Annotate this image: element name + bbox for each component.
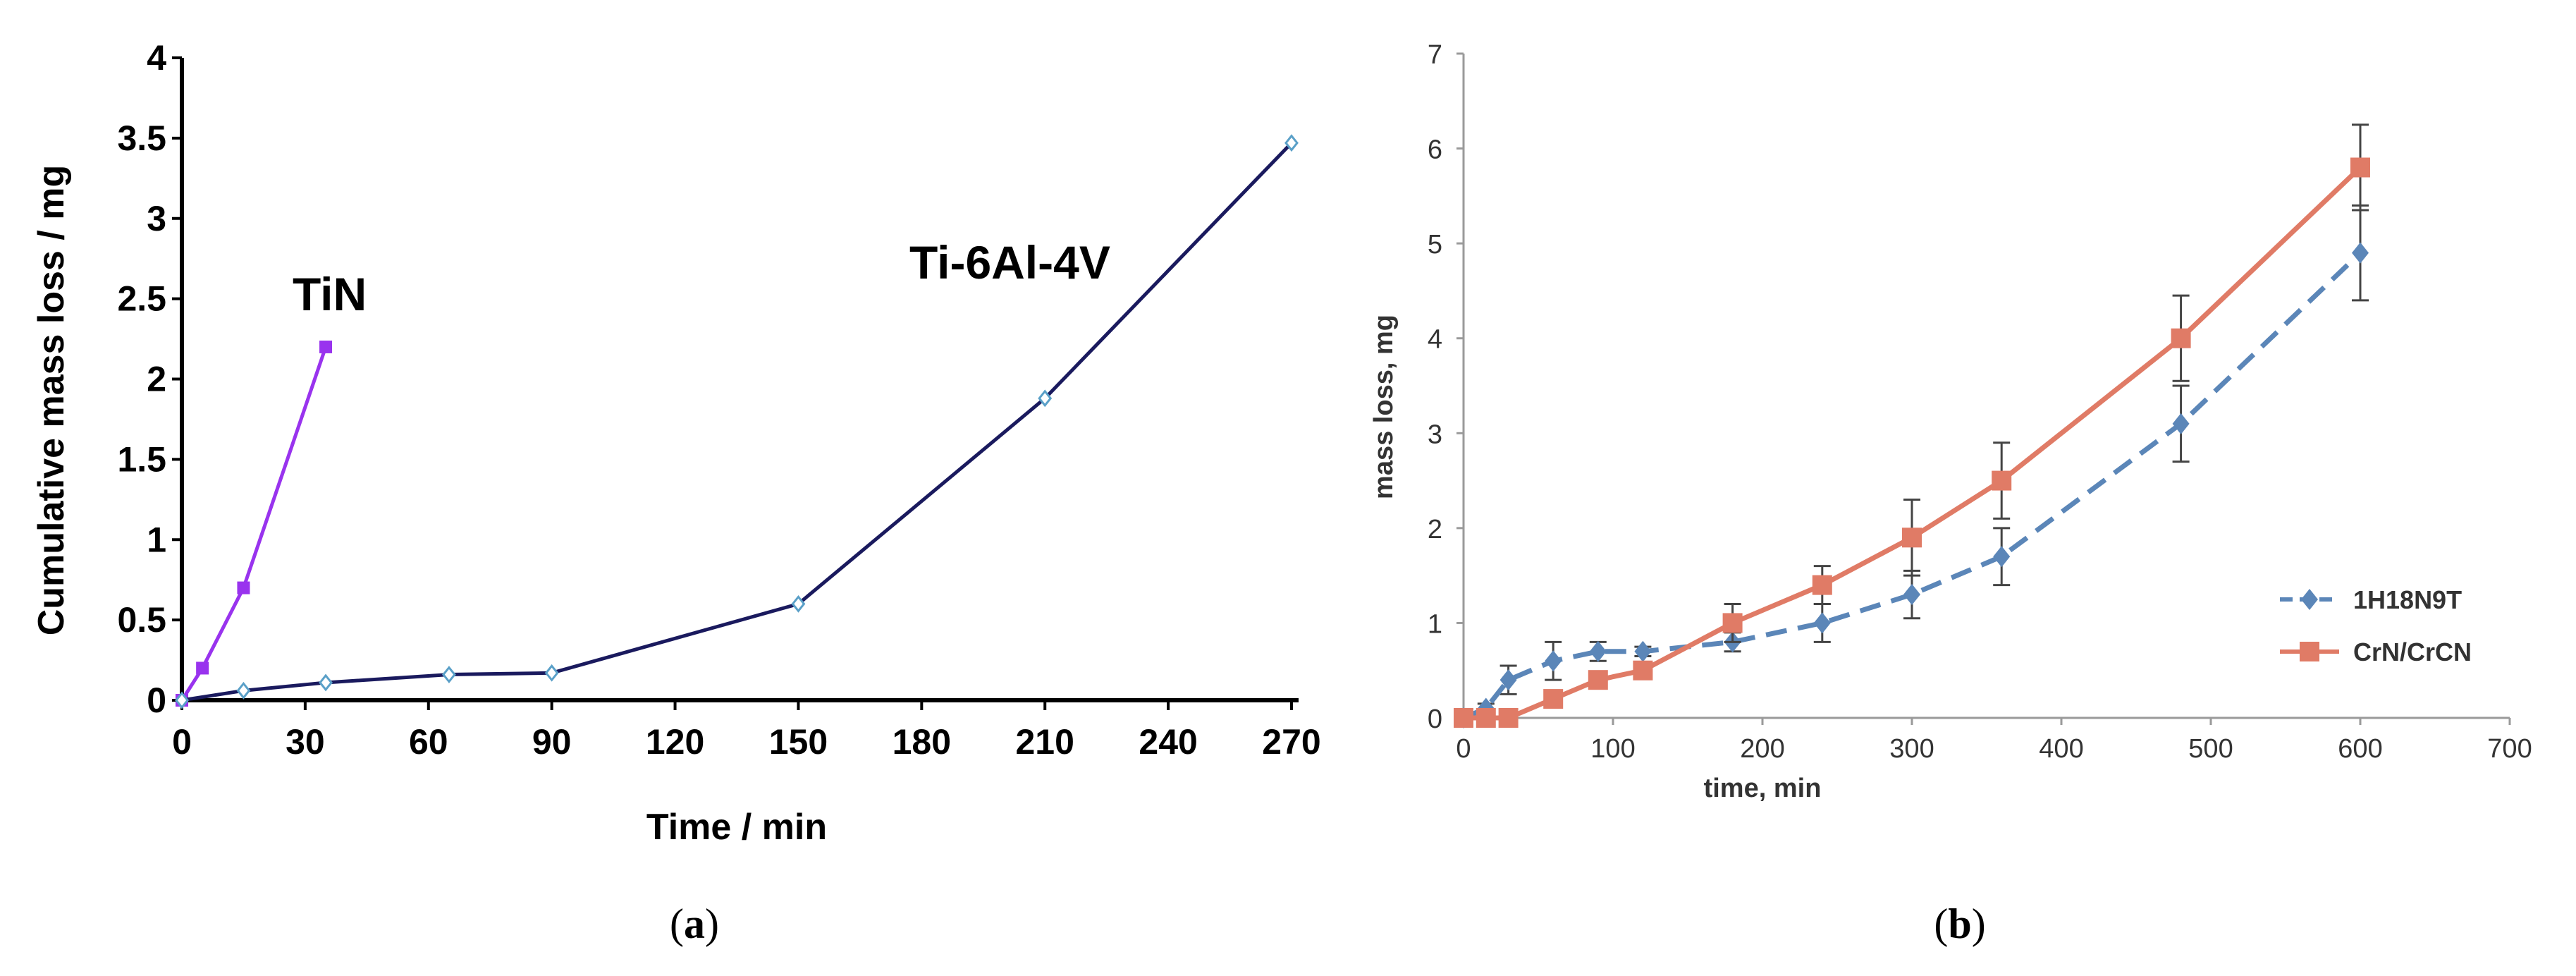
panel-caption-b: (b) (1934, 901, 1985, 947)
data-point-1h18n9t (1993, 546, 2011, 568)
legend-label-1h18n9t: 1H18N9T (2353, 585, 2462, 614)
y-tick-label-b: 7 (1428, 40, 1442, 70)
data-point-crn-crcn (2350, 157, 2370, 178)
x-tick-label-b: 600 (2338, 734, 2382, 764)
x-tick-label-b: 0 (1456, 734, 1471, 764)
data-point-crn-crcn (1454, 708, 1473, 728)
y-tick-label-a: 1.5 (117, 439, 166, 479)
data-point-ti-6al-4v (236, 681, 251, 700)
data-point-1h18n9t (1813, 612, 1831, 634)
data-point-1h18n9t (1545, 650, 1562, 672)
y-tick-label-a: 3 (147, 199, 166, 238)
panel-caption-a: (a) (670, 901, 719, 947)
x-tick-label-b: 700 (2487, 734, 2532, 764)
data-point-ti-6al-4v (319, 673, 333, 692)
series-line-ti-6al-4v (181, 141, 1293, 702)
data-point-1h18n9t (1903, 584, 1920, 606)
caption-paren-close: ) (705, 901, 719, 947)
caption-paren-close: ) (1972, 901, 1986, 947)
x-tick-label-b: 200 (1740, 734, 1784, 764)
data-point-crn-crcn (1476, 708, 1496, 728)
data-point-crn-crcn (1812, 575, 1832, 595)
legend-marker-crn-crcn (2300, 642, 2319, 661)
series-line-tin (180, 346, 328, 702)
data-point-ti-6al-4v (1284, 134, 1299, 152)
x-tick-label-a: 90 (532, 722, 572, 762)
data-point-1h18n9t (1499, 669, 1517, 691)
y-tick-label-a: 2.5 (117, 279, 166, 319)
series-crn-crcn (1454, 123, 2370, 728)
x-axis-title-b: time, min (1704, 774, 1822, 803)
data-point-ti-6al-4v (175, 691, 189, 709)
data-point-crn-crcn (1633, 660, 1653, 681)
data-point-crn-crcn (1902, 527, 1922, 548)
data-point-1h18n9t (1589, 640, 1607, 662)
data-point-crn-crcn (2171, 328, 2191, 348)
series-ti-6al-4v (175, 134, 1299, 709)
x-tick-label-a: 270 (1262, 722, 1320, 762)
caption-paren-open: ( (670, 901, 684, 947)
y-tick-label-a: 0 (147, 681, 166, 720)
y-tick-label-b: 1 (1428, 609, 1442, 639)
data-point-crn-crcn (1543, 689, 1564, 709)
y-tick-label-b: 3 (1428, 420, 1442, 449)
x-tick-label-a: 210 (1016, 722, 1074, 762)
y-tick-label-a: 1 (147, 520, 166, 559)
caption-label-b: b (1948, 901, 1971, 947)
data-point-ti-6al-4v (791, 594, 806, 613)
chart-panel-b: 0 1 2 3 4 5 6 7 0 100 200 300 400 500 600 700 time, min m… (1369, 40, 2532, 803)
captions: (a) (b) (670, 901, 1986, 947)
legend-label-crn-crcn: CrN/CrCN (2353, 638, 2472, 666)
x-tick-label-b: 500 (2188, 734, 2233, 764)
caption-label-a: a (684, 901, 705, 947)
data-point-1h18n9t (1634, 640, 1652, 662)
data-point-tin (319, 340, 333, 353)
x-tick-label-b: 400 (2039, 734, 2083, 764)
y-tick-label-a: 4 (147, 38, 166, 78)
data-point-crn-crcn (1992, 470, 2012, 491)
y-tick-label-a: 3.5 (117, 118, 166, 158)
y-axis-title-b: mass loss, mg (1369, 315, 1399, 499)
y-tick-label-a: 0.5 (117, 600, 166, 640)
chart-panel-a: 0 0.5 1 1.5 2 2.5 3 3.5 4 0 30 60 90 120 150 180 210 240 2… (31, 38, 1321, 848)
series-line-crn-crcn (1464, 165, 2362, 721)
x-tick-label-a: 0 (172, 722, 192, 762)
y-tick-label-b: 5 (1428, 230, 1442, 260)
x-tick-label-b: 100 (1590, 734, 1635, 764)
x-tick-label-a: 180 (893, 722, 951, 762)
data-point-crn-crcn (1498, 708, 1519, 728)
series-label-ti-6al-4v: Ti-6Al-4V (909, 236, 1110, 288)
caption-paren-open: ( (1934, 901, 1948, 947)
series-1h18n9t (1455, 204, 2369, 728)
data-point-1h18n9t (2172, 413, 2190, 434)
x-tick-label-a: 60 (409, 722, 448, 762)
x-tick-label-a: 240 (1139, 722, 1197, 762)
x-tick-label-a: 120 (646, 722, 704, 762)
data-point-crn-crcn (1722, 613, 1743, 633)
y-tick-label-b: 6 (1428, 135, 1442, 165)
data-point-1h18n9t (2352, 242, 2369, 264)
series-label-tin: TiN (293, 268, 367, 320)
y-axis-title-a: Cumulative mass loss / mg (31, 165, 72, 636)
data-point-tin (237, 581, 250, 594)
y-tick-label-a: 2 (147, 360, 166, 399)
x-tick-label-a: 30 (286, 722, 325, 762)
legend-marker-1h18n9t (2301, 589, 2318, 610)
data-point-ti-6al-4v (1038, 389, 1053, 408)
legend-b: 1H18N9T CrN/CrCN (2280, 585, 2472, 666)
x-tick-label-a: 150 (769, 722, 828, 762)
y-tick-label-b: 0 (1428, 704, 1442, 734)
series-tin (176, 340, 333, 707)
data-point-crn-crcn (1588, 670, 1608, 690)
data-point-ti-6al-4v (544, 664, 559, 682)
y-tick-label-b: 2 (1428, 515, 1442, 544)
data-point-tin (196, 661, 209, 675)
data-point-ti-6al-4v (442, 666, 456, 683)
x-axis-title-a: Time / min (646, 807, 827, 848)
y-tick-label-b: 4 (1428, 325, 1442, 355)
x-tick-label-b: 300 (1889, 734, 1934, 764)
